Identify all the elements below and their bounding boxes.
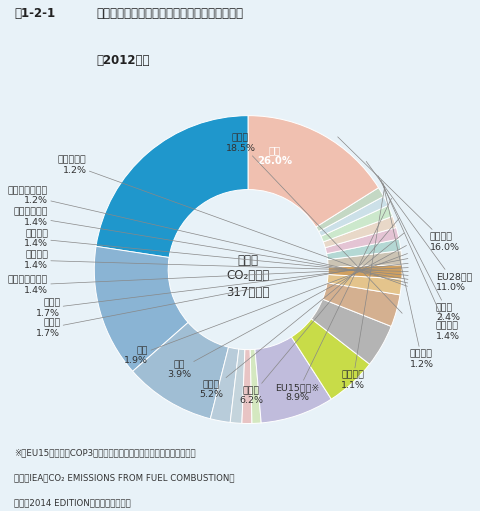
Text: 世界の: 世界の bbox=[237, 254, 258, 267]
Wedge shape bbox=[327, 250, 401, 267]
Text: 韓国
1.9%: 韓国 1.9% bbox=[124, 253, 407, 365]
Text: イタリア
1.2%: イタリア 1.2% bbox=[382, 183, 433, 368]
Wedge shape bbox=[323, 216, 396, 248]
Text: カナダ
1.7%: カナダ 1.7% bbox=[36, 259, 407, 338]
Wedge shape bbox=[94, 246, 188, 371]
Wedge shape bbox=[241, 350, 252, 424]
Wedge shape bbox=[230, 349, 244, 423]
Text: 資料：IEA「CO₂ EMISSIONS FROM FUEL COMBUSTION」: 資料：IEA「CO₂ EMISSIONS FROM FUEL COMBUSTIO… bbox=[14, 474, 234, 483]
Text: インドネシア
1.4%: インドネシア 1.4% bbox=[13, 207, 407, 280]
Wedge shape bbox=[327, 265, 401, 279]
Wedge shape bbox=[315, 188, 383, 231]
Text: EU28ヶ国
11.0%: EU28ヶ国 11.0% bbox=[365, 161, 471, 292]
Text: サウジアラビア
1.4%: サウジアラビア 1.4% bbox=[8, 268, 408, 295]
Wedge shape bbox=[324, 227, 398, 253]
Wedge shape bbox=[248, 115, 378, 227]
Text: 図1-2-1: 図1-2-1 bbox=[14, 7, 55, 20]
Text: オーストラリア
1.2%: オーストラリア 1.2% bbox=[8, 186, 407, 283]
Wedge shape bbox=[210, 347, 239, 423]
Text: 日本
3.9%: 日本 3.9% bbox=[167, 245, 406, 379]
Text: 2014 EDITIONを元に環境省作成: 2014 EDITIONを元に環境省作成 bbox=[14, 498, 131, 507]
Text: ロシア
5.2%: ロシア 5.2% bbox=[199, 233, 403, 399]
Wedge shape bbox=[291, 319, 369, 399]
Text: ブラジル
1.4%: ブラジル 1.4% bbox=[24, 250, 408, 271]
Text: 世界のエネルギー起源二酸化炭素の国別排出量: 世界のエネルギー起源二酸化炭素の国別排出量 bbox=[96, 7, 243, 20]
Wedge shape bbox=[322, 283, 399, 327]
Text: （2012年）: （2012年） bbox=[96, 54, 149, 67]
Text: CO₂排出量: CO₂排出量 bbox=[226, 269, 269, 282]
Text: フランス
1.1%: フランス 1.1% bbox=[340, 186, 384, 390]
Wedge shape bbox=[326, 274, 401, 295]
Text: イラン
1.7%: イラン 1.7% bbox=[36, 263, 408, 318]
Text: メキシコ
1.4%: メキシコ 1.4% bbox=[24, 229, 408, 275]
Text: イギリス
1.4%: イギリス 1.4% bbox=[380, 180, 459, 341]
Text: ※：EU15ヶ国は、COP3（京都会議）開催時点での加盟国数である。: ※：EU15ヶ国は、COP3（京都会議）開催時点での加盟国数である。 bbox=[14, 448, 196, 457]
Text: EU15ヶ国※
8.9%: EU15ヶ国※ 8.9% bbox=[275, 198, 391, 402]
Wedge shape bbox=[326, 239, 400, 260]
Wedge shape bbox=[132, 322, 228, 419]
Text: ドイツ
2.4%: ドイツ 2.4% bbox=[377, 176, 459, 322]
Text: 南アフリカ
1.2%: 南アフリカ 1.2% bbox=[58, 155, 407, 286]
Text: 中国
26.0%: 中国 26.0% bbox=[256, 145, 291, 167]
Text: インド
6.2%: インド 6.2% bbox=[239, 218, 399, 406]
Wedge shape bbox=[318, 196, 387, 236]
Wedge shape bbox=[254, 337, 331, 423]
Wedge shape bbox=[250, 350, 261, 424]
Text: その他
18.5%: その他 18.5% bbox=[225, 134, 401, 313]
Text: アメリカ
16.0%: アメリカ 16.0% bbox=[337, 137, 459, 251]
Wedge shape bbox=[320, 205, 392, 242]
Wedge shape bbox=[96, 115, 248, 258]
Text: 317億トン: 317億トン bbox=[226, 286, 269, 299]
Wedge shape bbox=[311, 299, 390, 364]
